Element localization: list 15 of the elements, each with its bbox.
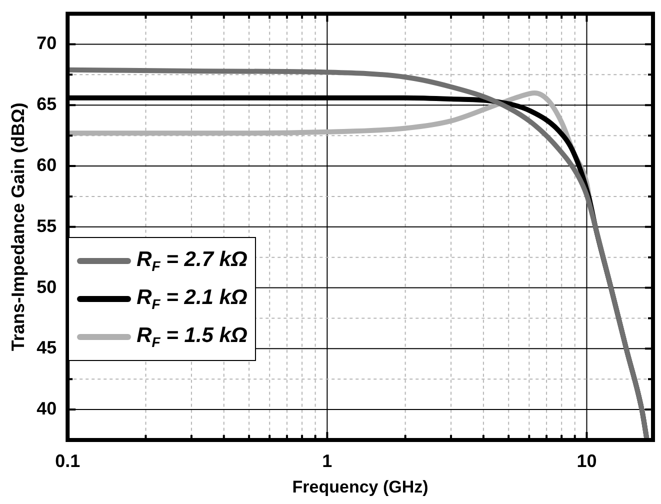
y-tick-label: 60 (36, 154, 57, 175)
x-tick-label: 0.1 (55, 450, 80, 471)
x-tick-label: 10 (576, 450, 597, 471)
y-tick-label: 40 (36, 398, 57, 419)
y-tick-label: 55 (36, 216, 57, 236)
y-tick-label: 70 (36, 33, 57, 54)
legend-label: R$_{F}$ = 2.1 kΩ (136, 286, 248, 312)
x-tick-label: 1 (322, 450, 332, 471)
y-tick-label: 45 (36, 338, 57, 358)
legend-label: R$_{F}$ = 2.7 kΩ (136, 248, 248, 274)
x-axis-title: Frequency (GHz) (292, 477, 428, 496)
legend-label: R$_{F}$ = 1.5 kΩ (136, 324, 248, 350)
y-tick-label: 50 (36, 276, 57, 297)
y-axis-title: Trans-Impedance Gain (dBΩ) (8, 102, 28, 352)
y-tick-label: 65 (36, 94, 57, 114)
